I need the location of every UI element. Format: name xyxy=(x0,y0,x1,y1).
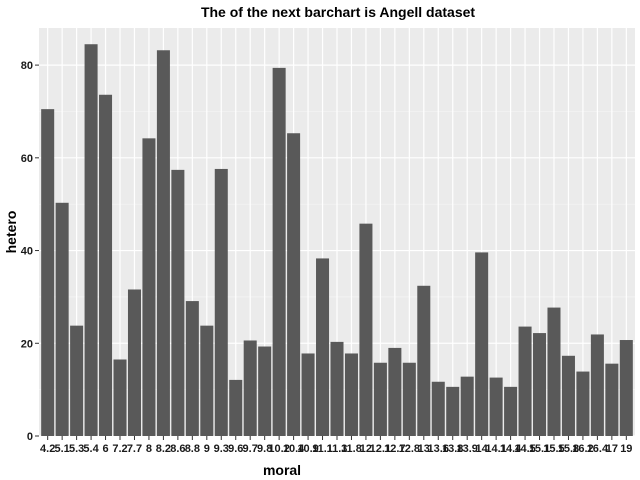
bar xyxy=(330,341,344,436)
bar xyxy=(533,333,547,436)
x-tick-label: 11.3 xyxy=(327,443,348,455)
x-tick-label: 15.5 xyxy=(543,443,564,455)
bar xyxy=(258,346,272,436)
x-tick-label: 8 xyxy=(146,443,152,455)
bar xyxy=(373,362,387,436)
bar xyxy=(287,133,301,436)
bar xyxy=(243,340,257,436)
x-tick-label: 10.9 xyxy=(297,443,318,455)
x-tick-label: 12.8 xyxy=(399,443,420,455)
x-tick-label: 8.6 xyxy=(170,443,185,455)
bar xyxy=(272,67,286,436)
y-tick-label: 60 xyxy=(21,153,33,165)
bar xyxy=(142,138,156,436)
bar xyxy=(185,301,199,436)
x-tick-label: 12 xyxy=(360,443,372,455)
y-tick-label: 0 xyxy=(27,431,33,443)
x-tick-label: 9 xyxy=(204,443,210,455)
bar xyxy=(99,94,113,436)
bar xyxy=(84,44,98,437)
bar xyxy=(417,285,431,436)
x-tick-label: 14.4 xyxy=(500,443,522,455)
bar xyxy=(55,202,69,436)
x-tick-label: 16.2 xyxy=(572,443,593,455)
x-tick-label: 12.1 xyxy=(370,443,391,455)
bar xyxy=(518,326,532,436)
x-tick-label: 15.8 xyxy=(558,443,579,455)
x-tick-label: 6 xyxy=(102,443,108,455)
y-axis-title: hetero xyxy=(3,211,19,254)
y-tick-label: 40 xyxy=(21,246,33,258)
y-tick-label: 20 xyxy=(21,338,33,350)
x-tick-label: 10.4 xyxy=(283,443,305,455)
bars xyxy=(41,44,633,437)
bar xyxy=(41,109,55,437)
x-tick-label: 15.1 xyxy=(529,443,550,455)
x-tick-label: 5.4 xyxy=(83,443,99,455)
bar xyxy=(446,386,460,436)
x-tick-label: 4.2 xyxy=(40,443,55,455)
bar xyxy=(344,353,358,436)
bar xyxy=(431,381,445,436)
chart-title: The of the next barchart is Angell datas… xyxy=(201,4,475,20)
y-tick-label: 80 xyxy=(21,60,33,72)
bar xyxy=(156,50,170,436)
x-tick-label: 5.3 xyxy=(69,443,84,455)
x-tick-label: 13.6 xyxy=(428,443,449,455)
bar xyxy=(214,168,228,437)
bar xyxy=(70,325,84,436)
x-tick-label: 9.8 xyxy=(257,443,272,455)
x-tick-label: 14.1 xyxy=(485,443,506,455)
x-tick-label: 8.8 xyxy=(185,443,200,455)
x-tick-label: 7.2 xyxy=(112,443,127,455)
x-tick-label: 9.7 xyxy=(243,443,258,455)
x-tick-label: 19 xyxy=(620,443,632,455)
bar xyxy=(301,353,315,436)
bar xyxy=(547,307,561,436)
x-tick-label: 8.2 xyxy=(156,443,171,455)
bar xyxy=(504,386,518,436)
bar xyxy=(619,340,633,436)
bar xyxy=(475,252,489,436)
x-tick-label: 17 xyxy=(606,443,618,455)
bar xyxy=(388,347,402,436)
x-tick-label: 11.1 xyxy=(312,443,333,455)
x-tick-label: 13 xyxy=(418,443,430,455)
x-axis: 4.2 5.1 5.3 5.4 6 7.2 7.7 8 8.2 8.6 8.8 9 9.3 9.6 9.7 9… xyxy=(40,436,632,455)
bar xyxy=(113,359,127,436)
x-tick-label: 14 xyxy=(476,443,489,455)
x-tick-label: 9.6 xyxy=(228,443,243,455)
x-axis-title: moral xyxy=(263,462,301,478)
x-tick-label: 13.8 xyxy=(442,443,463,455)
bar xyxy=(605,363,619,436)
bar xyxy=(359,223,373,436)
bar xyxy=(576,371,590,436)
x-tick-label: 10.2 xyxy=(268,443,289,455)
bar xyxy=(229,379,243,436)
x-tick-label: 9.3 xyxy=(214,443,229,455)
bar xyxy=(316,258,330,436)
y-axis: 0 20 40 60 80 xyxy=(21,60,39,443)
x-tick-label: 16.4 xyxy=(587,443,609,455)
bar xyxy=(460,376,474,436)
x-tick-label: 7.7 xyxy=(127,443,142,455)
bar xyxy=(402,362,416,436)
x-tick-label: 12.7 xyxy=(384,443,405,455)
x-tick-label: 5.1 xyxy=(54,443,69,455)
bar xyxy=(171,169,185,436)
bar xyxy=(489,377,503,436)
x-tick-label: 11.8 xyxy=(341,443,362,455)
x-tick-label: 14.5 xyxy=(514,443,535,455)
bar xyxy=(127,289,141,436)
x-tick-label: 13.9 xyxy=(456,443,477,455)
bar xyxy=(561,355,575,436)
bar xyxy=(200,325,214,436)
bar xyxy=(590,334,604,436)
